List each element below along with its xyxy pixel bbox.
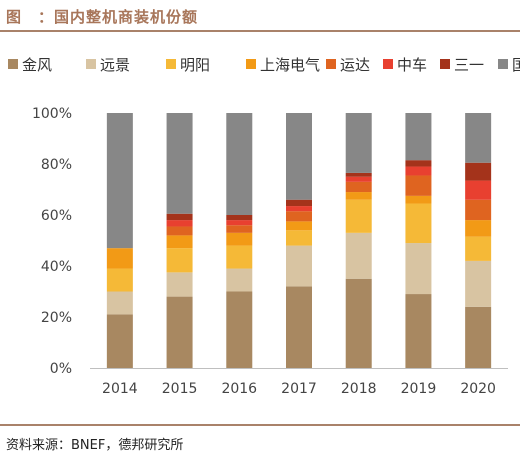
legend-swatch [440, 59, 450, 69]
legend-label: 上海电气 [260, 55, 321, 74]
legend-label: 金风 [22, 55, 53, 74]
bar-segment [345, 176, 372, 182]
bar-segment [106, 113, 133, 249]
bar-segment [226, 113, 253, 215]
bar-segment [106, 314, 133, 368]
x-tick-label: 2020 [460, 381, 496, 397]
bar-segment [465, 180, 492, 200]
bar-segment [286, 206, 312, 212]
title-bar: 图 ：国内整机商装机份额 [0, 0, 520, 32]
bar-segment [405, 203, 432, 244]
x-tick-label: 2018 [341, 381, 377, 397]
x-tick-label: 2017 [281, 381, 317, 397]
bar-segment [166, 296, 193, 368]
figure-title: 图 ：国内整机商装机份额 [6, 8, 199, 26]
bar-segment [345, 232, 372, 279]
bar-segment [166, 272, 193, 297]
bar-segment [286, 245, 312, 287]
bar-segment [166, 226, 193, 236]
bar-segment [345, 192, 372, 200]
bar-segment [226, 225, 253, 233]
bar-segment [465, 199, 492, 221]
bar-segment [226, 215, 253, 221]
legend-item: 运达 [326, 54, 370, 74]
y-tick-label: 0% [50, 361, 72, 377]
bar-segment [166, 220, 193, 227]
legend-swatch [326, 59, 336, 69]
bar-segment [226, 245, 253, 269]
y-tick-label: 80% [41, 157, 72, 173]
bar-segment [405, 166, 432, 176]
x-axis: 2014 2015 2016 2017 2018 2019 2020 [90, 368, 508, 397]
bar-segment [106, 248, 133, 269]
bar-segment [405, 160, 432, 167]
bar-segment [345, 181, 372, 193]
bar-segment [226, 268, 253, 292]
bar-segment [345, 278, 372, 368]
bar-segment [405, 175, 432, 196]
bar-segment [405, 294, 432, 368]
bar-segment [465, 162, 492, 181]
bar-segment [166, 248, 193, 273]
bar-segment [166, 235, 193, 249]
legend-label: 明阳 [180, 55, 211, 74]
bars-group [106, 113, 492, 368]
stacked-bar-chart: 0%20%40%60%80%100% 2014 2015 2016 2017 2018 2… [32, 106, 508, 397]
legend-item: 三一 [440, 54, 484, 74]
legend-label: 远景 [100, 55, 131, 74]
bar-segment [405, 113, 432, 161]
legend-swatch [383, 59, 393, 69]
x-tick-label: 2015 [162, 381, 198, 397]
bar-segment [286, 230, 312, 246]
bar-segment [405, 243, 432, 295]
bar-segment [465, 236, 492, 261]
legend-swatch [8, 59, 18, 69]
x-tick-label: 2014 [102, 381, 138, 397]
bar-segment [286, 221, 312, 231]
legend-swatch [498, 59, 508, 69]
bar-segment [286, 211, 312, 222]
y-tick-label: 20% [41, 310, 72, 326]
legend-item: 远景 [86, 54, 130, 74]
legend-label: 国内其他 [512, 55, 520, 74]
bar-segment [465, 220, 492, 237]
bar-segment [106, 268, 133, 292]
source-note: 资料来源：BNEF，德邦研究所 [6, 438, 184, 453]
legend-label: 中车 [397, 55, 428, 74]
bar-segment [226, 232, 253, 246]
legend-item: 上海电气 [246, 54, 320, 74]
bar-segment [286, 286, 312, 368]
y-tick-label: 100% [32, 106, 72, 122]
source-bar: 资料来源：BNEF，德邦研究所 [0, 424, 520, 457]
legend-item: 中车 [383, 54, 427, 74]
bar-segment [465, 260, 492, 307]
bar-segment [465, 113, 492, 163]
legend-label: 运达 [340, 55, 371, 74]
legend-swatch [166, 59, 176, 69]
bar-segment [345, 113, 372, 173]
legend-swatch [86, 59, 96, 69]
bar-segment [226, 291, 253, 368]
y-axis: 0% 20% 40% 60% 80% 100% [32, 106, 72, 377]
legend-item: 明阳 [166, 54, 210, 74]
bar-segment [286, 199, 312, 207]
legend-swatch [246, 59, 256, 69]
bar-segment [345, 199, 372, 233]
bar-segment [405, 195, 432, 204]
legend-item: 国内其他 [498, 54, 520, 74]
bar-segment [226, 220, 253, 226]
bar-segment [106, 291, 133, 315]
x-tick-label: 2019 [401, 381, 437, 397]
bar-segment [166, 113, 193, 214]
y-tick-label: 60% [41, 208, 72, 224]
bar-segment [345, 172, 372, 177]
x-tick-label: 2016 [221, 381, 257, 397]
bar-segment [166, 213, 193, 221]
bar-segment [465, 306, 492, 368]
legend-item: 金风 [8, 54, 52, 74]
y-tick-label: 40% [41, 259, 72, 275]
legend-label: 三一 [454, 55, 485, 74]
bar-segment [286, 113, 312, 200]
